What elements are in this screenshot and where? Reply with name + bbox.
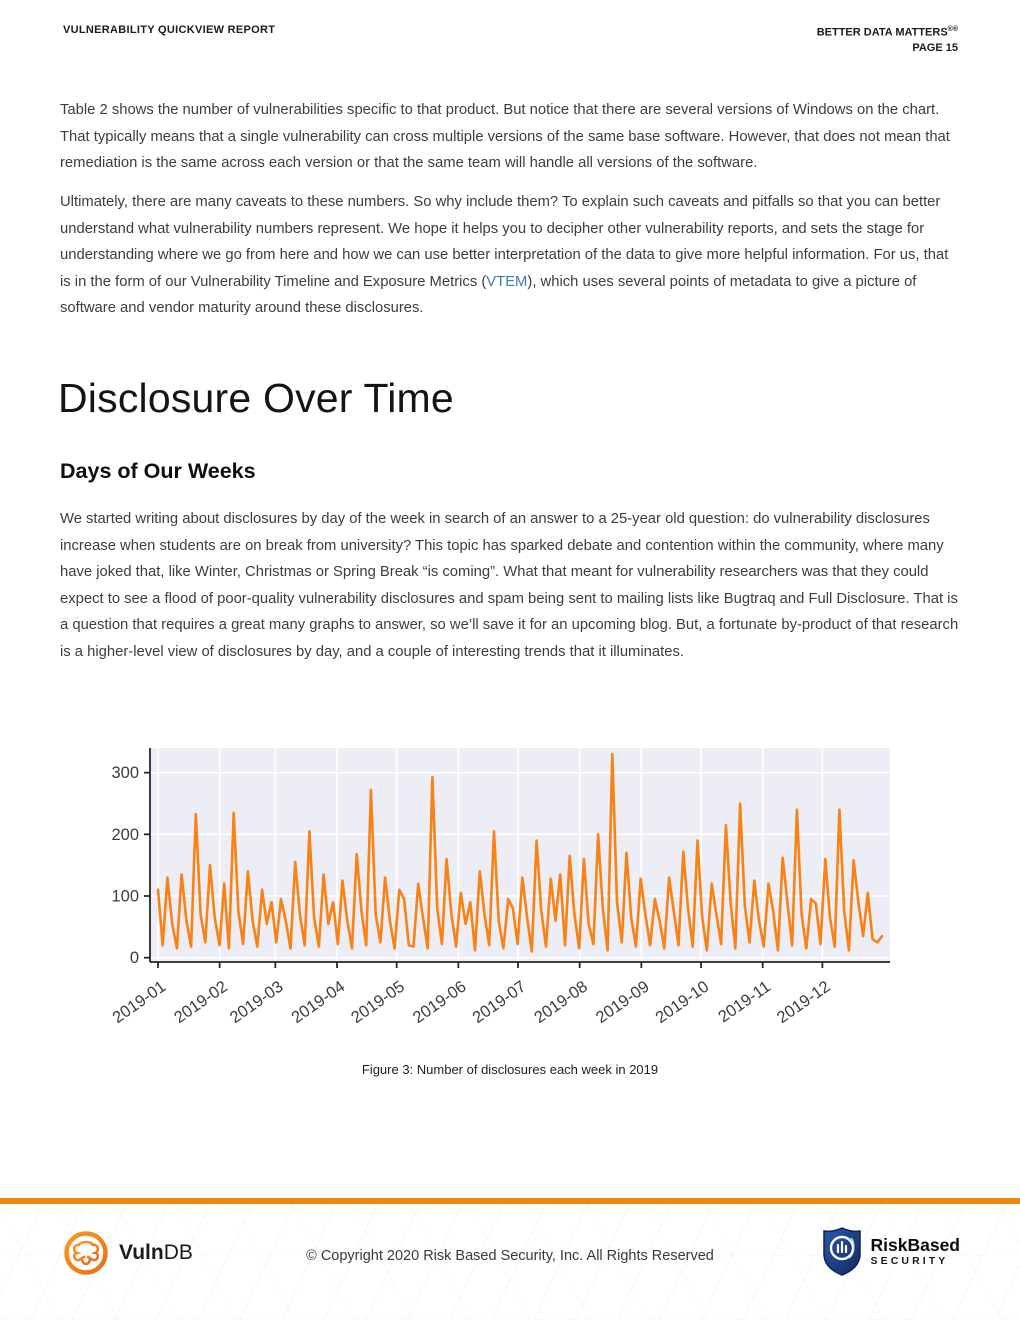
svg-text:300: 300 — [111, 764, 139, 782]
vulndb-logo: VulnDB — [63, 1230, 193, 1276]
paragraph-table2: Table 2 shows the number of vulnerabilit… — [60, 102, 950, 172]
svg-text:100: 100 — [111, 888, 139, 906]
riskbased-wordmark: RiskBased SECURITY — [870, 1234, 961, 1267]
section-title: Disclosure Over Time — [58, 375, 454, 421]
svg-text:2019-09: 2019-09 — [593, 978, 653, 1027]
paragraph-caveats-post: ), which uses several points of metadata… — [60, 273, 917, 317]
svg-text:2019-04: 2019-04 — [288, 978, 348, 1027]
svg-text:0: 0 — [130, 949, 139, 967]
svg-text:2019-06: 2019-06 — [410, 978, 470, 1027]
page-number: PAGE 15 — [912, 41, 958, 54]
svg-text:2019-11: 2019-11 — [715, 978, 774, 1027]
svg-text:2019-03: 2019-03 — [227, 978, 287, 1027]
svg-text:2019-10: 2019-10 — [652, 978, 712, 1027]
vtem-link[interactable]: VTEM — [486, 273, 528, 290]
footer-accent-bar — [0, 1198, 1020, 1204]
figure-caption: Figure 3: Number of disclosures each wee… — [361, 1062, 659, 1077]
header-tagline: BETTER DATA MATTERS®® — [816, 26, 958, 39]
riskbased-shield-icon — [822, 1227, 861, 1276]
vulndb-wordmark: VulnDB — [119, 1241, 193, 1264]
footer-watermark-pattern — [0, 1204, 1020, 1320]
report-header-right: BETTER DATA MATTERS®® PAGE 15 — [817, 22, 958, 56]
svg-text:2019-05: 2019-05 — [348, 978, 408, 1027]
svg-text:2019-01: 2019-01 — [109, 978, 169, 1027]
svg-text:200: 200 — [111, 826, 139, 844]
paragraph-days-of-weeks: We started writing about disclosures by … — [60, 511, 959, 660]
svg-text:2019-02: 2019-02 — [171, 978, 231, 1027]
vulndb-icon — [64, 1231, 108, 1275]
svg-text:2019-08: 2019-08 — [531, 978, 591, 1027]
svg-text:2019-07: 2019-07 — [469, 978, 529, 1027]
paragraph-caveats-pre: Ultimately, there are many caveats to th… — [60, 194, 949, 290]
riskbased-logo: RiskBased SECURITY — [822, 1226, 961, 1276]
registered-mark: ®® — [947, 26, 958, 33]
report-header-title: VULNERABILITY QUICKVIEW REPORT — [63, 24, 276, 36]
paragraph-caveats: Ultimately, there are many caveats to th… — [60, 189, 962, 322]
svg-text:2019-12: 2019-12 — [774, 978, 834, 1027]
subsection-title: Days of Our Weeks — [60, 459, 256, 483]
copyright-text: © Copyright 2020 Risk Based Security, In… — [306, 1248, 714, 1264]
